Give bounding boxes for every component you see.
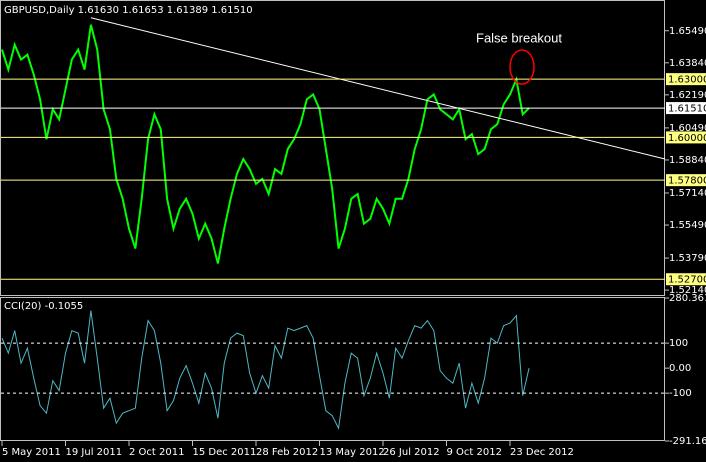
y-tick-label: 1.58840 [669,155,706,166]
x-tick-label: 5 May 2011 [2,447,61,458]
y-tick-label: -291.166 [669,436,706,447]
y-tick-label: 1.60490 [669,123,706,134]
y-tick-label: 1.65490 [669,26,706,37]
x-tick-label: 15 Dec 2011 [193,447,257,458]
level-line-box [666,73,706,86]
level-line-label: 1.52700 [668,275,706,286]
cci-panel [0,297,665,441]
x-tick-label: 28 Feb 2012 [256,447,318,458]
current-price-label: 1.61510 [668,104,706,115]
chart-title: CCI(20) -0.1055 [4,301,83,312]
annotation: False breakout [476,30,562,45]
price-panel [0,0,665,296]
level-line-box [666,273,706,286]
y-tick-label: 1.52140 [669,285,706,296]
x-tick-label: 26 Jul 2012 [383,447,440,458]
series-line [1,310,530,430]
level-line-label: 1.57800 [668,176,706,187]
y-tick-label: -100 [669,388,692,399]
y-tick-label: 1.57140 [669,188,706,199]
x-tick-label: 19 Jul 2011 [66,447,123,458]
y-tick-label: 280.3617 [669,293,706,304]
level-line-box [666,131,706,144]
y-tick-label: 1.62190 [669,90,706,101]
x-tick-label: 13 May 2012 [320,447,385,458]
trendline [90,17,666,160]
level-line-label: 1.60000 [668,133,706,144]
level-line-label: 1.63000 [668,75,706,86]
y-tick-label: 1.63840 [669,58,706,69]
level-line-box [666,174,706,187]
y-tick-label: 100 [669,338,688,349]
chart-title: GBPUSD,Daily 1.61630 1.61653 1.61389 1.6… [4,5,253,16]
current-price-box [666,102,706,115]
x-tick-label: 9 Oct 2012 [447,447,502,458]
series-line [1,24,530,264]
x-tick-label: 23 Dec 2012 [510,447,574,458]
y-tick-label: 0.00 [669,363,691,374]
y-tick-label: 1.55490 [669,220,706,231]
y-tick-label: 1.53790 [669,253,706,264]
highlight-circle [509,49,535,85]
x-tick-label: 2 Oct 2011 [129,447,184,458]
